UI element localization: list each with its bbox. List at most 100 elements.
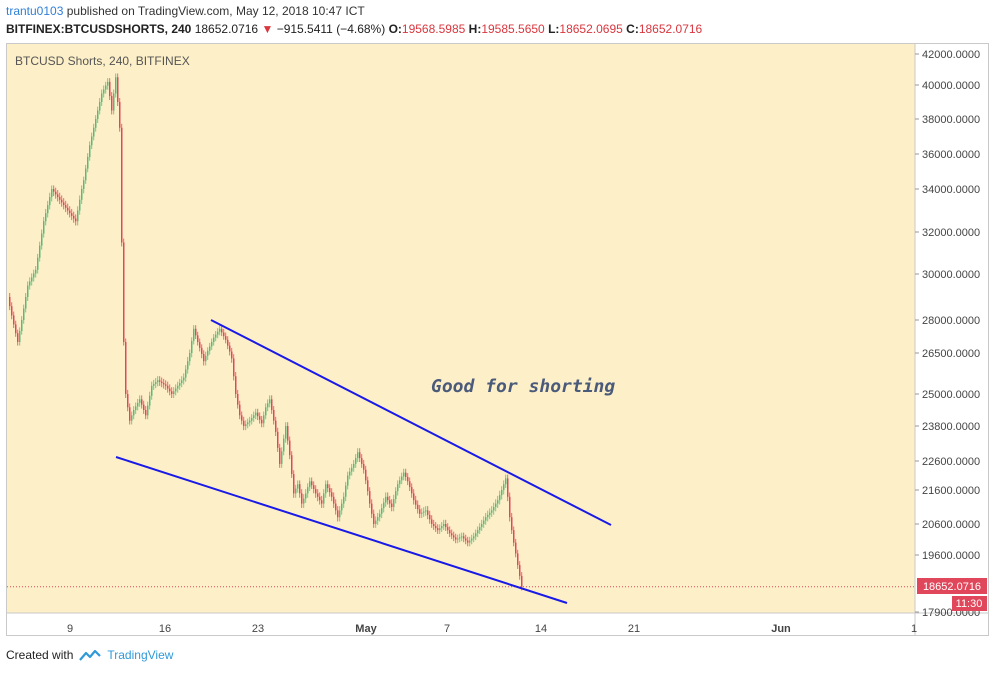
candle [231,351,233,359]
candle [193,328,195,341]
candle [437,528,439,531]
candle [497,500,499,504]
candle [475,533,477,537]
candle [207,350,209,356]
candle [177,385,179,389]
candle [111,96,113,111]
candle [145,410,147,416]
price-tick-label: 36000.0000 [922,149,980,161]
candle [201,347,203,354]
candle [119,102,121,128]
candle [387,496,389,501]
candle [123,242,125,342]
candle [215,334,217,338]
candle [403,472,405,477]
candle [265,407,267,416]
candle [225,336,227,340]
tradingview-logo-icon[interactable] [79,648,102,662]
time-tick-label: 16 [159,623,171,635]
price-tick-label: 30000.0000 [922,269,980,281]
lower-trendline[interactable] [115,456,568,604]
price-axis[interactable]: 42000.0000 40000.0000 38000.0000 36000.0000… [915,49,980,619]
candle [433,524,435,527]
candle [175,388,177,392]
candle [229,345,231,352]
author-link[interactable]: trantu0103 [6,4,64,18]
publish-info: trantu0103 published on TradingView.com,… [6,4,365,18]
candle [181,380,183,384]
candle [455,537,457,540]
time-axis[interactable]: 9 16 23 May 7 14 21 Jun 1 [67,623,917,635]
candle [327,484,329,489]
candle [23,308,25,320]
candle [209,346,211,351]
annotation-text[interactable]: Good for shorting [431,376,615,397]
candle [311,481,313,486]
candle [293,474,295,494]
candle [375,520,377,524]
candle [9,297,11,307]
candle [127,394,129,408]
candle [213,337,215,342]
candle [313,485,315,490]
time-tick-label: 14 [535,623,547,635]
candle [109,81,111,97]
publish-text: published on TradingView.com, May 12, 20… [63,4,365,18]
candle [473,536,475,539]
candle [31,277,33,282]
footer: Created with TradingView [6,648,173,662]
candle [383,502,385,509]
candle [115,77,117,94]
plot-area[interactable] [7,44,915,613]
candle [321,500,323,504]
tradingview-link[interactable]: TradingView [107,648,174,662]
candle [149,395,151,406]
candle [385,496,387,503]
candle [105,85,107,90]
candle [173,391,175,394]
upper-trendline[interactable] [210,319,612,526]
candle [451,533,453,536]
candle [189,353,191,362]
candle [349,471,351,476]
candle [439,528,441,531]
price-tick-label: 19600.0000 [922,550,980,562]
candle [489,512,491,515]
candle [519,565,521,576]
candle [407,476,409,482]
candle [147,405,149,416]
open-value: 19568.5985 [401,22,466,36]
time-tick-label: May [355,623,377,635]
candle [221,328,223,333]
time-tag-text: 11:30 [956,598,983,610]
candle [427,510,429,515]
candle [481,524,483,528]
candle [297,484,299,489]
candle [185,369,187,378]
candle [509,496,511,518]
candle [199,342,201,348]
candle [33,273,35,278]
candle [269,399,271,404]
price-tick-label: 40000.0000 [922,80,980,92]
candle [107,81,109,86]
candle [389,500,391,504]
price-tick-label: 38000.0000 [922,114,980,126]
candle [491,510,493,513]
candle [315,489,317,494]
candle [285,426,287,439]
candle [15,324,17,334]
candle [89,145,91,157]
candle [237,394,239,405]
price-tick-label: 23800.0000 [922,421,980,433]
candle [259,416,261,420]
candle [253,415,255,418]
candle [13,315,15,325]
candle [467,540,469,543]
candle [55,191,57,195]
candle [283,438,285,452]
candle [169,388,171,392]
candle [343,496,345,504]
candle [503,484,505,490]
price-chart[interactable]: BTCUSD Shorts, 240, BITFINEX 42000.00004… [6,43,989,636]
